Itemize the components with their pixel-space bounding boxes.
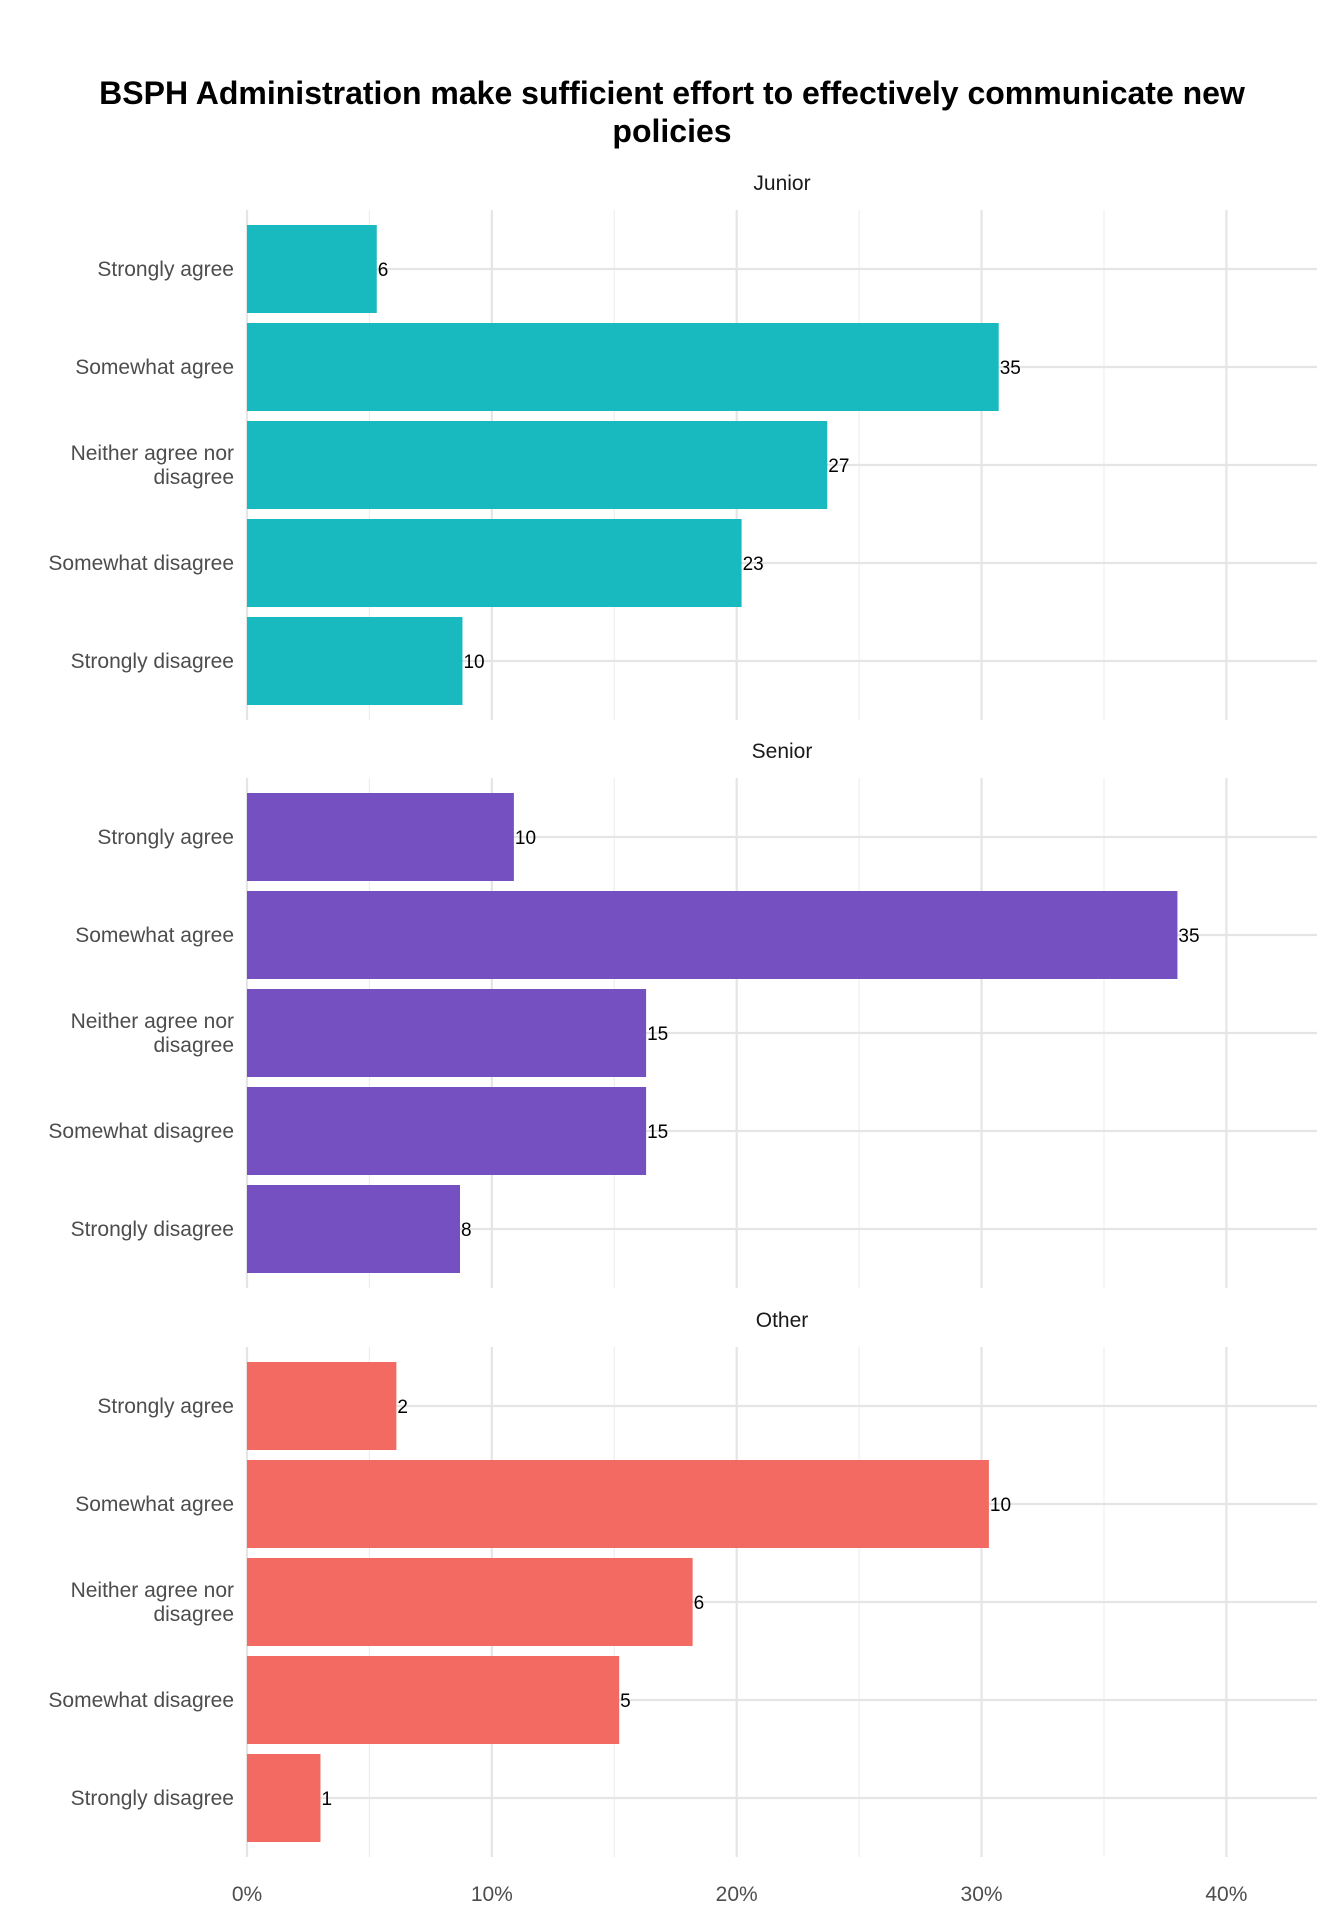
facet-label-junior: Junior bbox=[753, 172, 810, 195]
data-label-junior-strongly-agree: 6 bbox=[378, 260, 389, 281]
bar-senior-somewhat-agree bbox=[247, 891, 1178, 979]
category-label-senior-strongly-agree: Strongly agree bbox=[97, 826, 234, 849]
data-label-other-somewhat-disagree: 5 bbox=[620, 1691, 631, 1712]
data-label-other-strongly-agree: 2 bbox=[397, 1397, 408, 1418]
bar-senior-strongly-agree bbox=[247, 793, 514, 881]
panel-other: Other 2 Strongly agree 10 Somewhat agree 6 Nei… bbox=[48, 1309, 1317, 1857]
data-label-senior-neither-agree-nor-disagree: 15 bbox=[647, 1024, 668, 1045]
category-label-other-neither-agree-nor-disagree: Neither agree nor bbox=[71, 1579, 234, 1602]
bar-senior-somewhat-disagree bbox=[247, 1087, 647, 1175]
category-label-junior-somewhat-agree: Somewhat agree bbox=[75, 356, 234, 379]
category-label-junior-somewhat-disagree: Somewhat disagree bbox=[48, 552, 234, 575]
facet-label-senior: Senior bbox=[752, 740, 813, 763]
category-label-senior-neither-agree-nor-disagree: disagree bbox=[153, 1034, 234, 1057]
bar-other-neither-agree-nor-disagree bbox=[247, 1558, 693, 1646]
category-label-other-strongly-agree: Strongly agree bbox=[97, 1395, 234, 1418]
data-label-senior-somewhat-agree: 35 bbox=[1178, 926, 1199, 947]
facet-label-other: Other bbox=[756, 1309, 809, 1332]
category-label-junior-strongly-agree: Strongly agree bbox=[97, 258, 234, 281]
bar-senior-neither-agree-nor-disagree bbox=[247, 989, 647, 1077]
category-label-junior-strongly-disagree: Strongly disagree bbox=[71, 650, 234, 673]
bar-other-somewhat-agree bbox=[247, 1460, 989, 1548]
data-label-junior-neither-agree-nor-disagree: 27 bbox=[828, 456, 849, 477]
bar-junior-neither-agree-nor-disagree bbox=[247, 421, 828, 509]
category-label-other-somewhat-disagree: Somewhat disagree bbox=[48, 1689, 234, 1712]
x-tick-label: 20% bbox=[716, 1883, 758, 1906]
bar-junior-somewhat-disagree bbox=[247, 519, 742, 607]
x-tick-label: 0% bbox=[232, 1883, 262, 1906]
category-label-other-strongly-disagree: Strongly disagree bbox=[71, 1787, 234, 1810]
bar-junior-strongly-disagree bbox=[247, 617, 463, 705]
chart-title-line-2: policies bbox=[612, 113, 731, 149]
category-label-other-somewhat-agree: Somewhat agree bbox=[75, 1493, 234, 1516]
data-label-junior-somewhat-disagree: 23 bbox=[743, 554, 764, 575]
bar-junior-somewhat-agree bbox=[247, 323, 999, 411]
x-axis: 0% 10% 20% 30% 40% bbox=[232, 1883, 1248, 1906]
data-label-other-neither-agree-nor-disagree: 6 bbox=[694, 1593, 705, 1614]
data-label-junior-strongly-disagree: 10 bbox=[463, 652, 484, 673]
bar-junior-strongly-agree bbox=[247, 225, 377, 313]
category-label-junior-neither-agree-nor-disagree: Neither agree nor bbox=[71, 442, 234, 465]
category-label-other-neither-agree-nor-disagree: disagree bbox=[153, 1603, 234, 1626]
data-label-junior-somewhat-agree: 35 bbox=[1000, 358, 1021, 379]
data-label-senior-strongly-agree: 10 bbox=[515, 828, 536, 849]
category-label-senior-neither-agree-nor-disagree: Neither agree nor bbox=[71, 1010, 234, 1033]
data-label-senior-strongly-disagree: 8 bbox=[461, 1220, 472, 1241]
x-tick-label: 40% bbox=[1205, 1883, 1247, 1906]
data-label-senior-somewhat-disagree: 15 bbox=[647, 1122, 668, 1143]
bar-other-strongly-agree bbox=[247, 1362, 397, 1450]
category-label-senior-strongly-disagree: Strongly disagree bbox=[71, 1218, 234, 1241]
bar-senior-strongly-disagree bbox=[247, 1185, 461, 1273]
bar-other-somewhat-disagree bbox=[247, 1656, 620, 1744]
category-label-senior-somewhat-disagree: Somewhat disagree bbox=[48, 1120, 234, 1143]
category-label-senior-somewhat-agree: Somewhat agree bbox=[75, 924, 234, 947]
category-label-junior-neither-agree-nor-disagree: disagree bbox=[153, 466, 234, 489]
chart-title-line-1: BSPH Administration make sufficient effo… bbox=[99, 75, 1245, 111]
data-label-other-somewhat-agree: 10 bbox=[990, 1495, 1011, 1516]
panel-junior: Junior 6 Strongly agree 35 Somewhat agree 27 N… bbox=[48, 172, 1317, 720]
x-tick-label: 10% bbox=[471, 1883, 513, 1906]
bar-other-strongly-disagree bbox=[247, 1754, 321, 1842]
facet-panels: Junior 6 Strongly agree 35 Somewhat agree 27 N… bbox=[48, 172, 1317, 1857]
x-tick-label: 30% bbox=[961, 1883, 1003, 1906]
data-label-other-strongly-disagree: 1 bbox=[321, 1789, 332, 1810]
panel-senior: Senior 10 Strongly agree 35 Somewhat agree 15… bbox=[48, 740, 1317, 1288]
